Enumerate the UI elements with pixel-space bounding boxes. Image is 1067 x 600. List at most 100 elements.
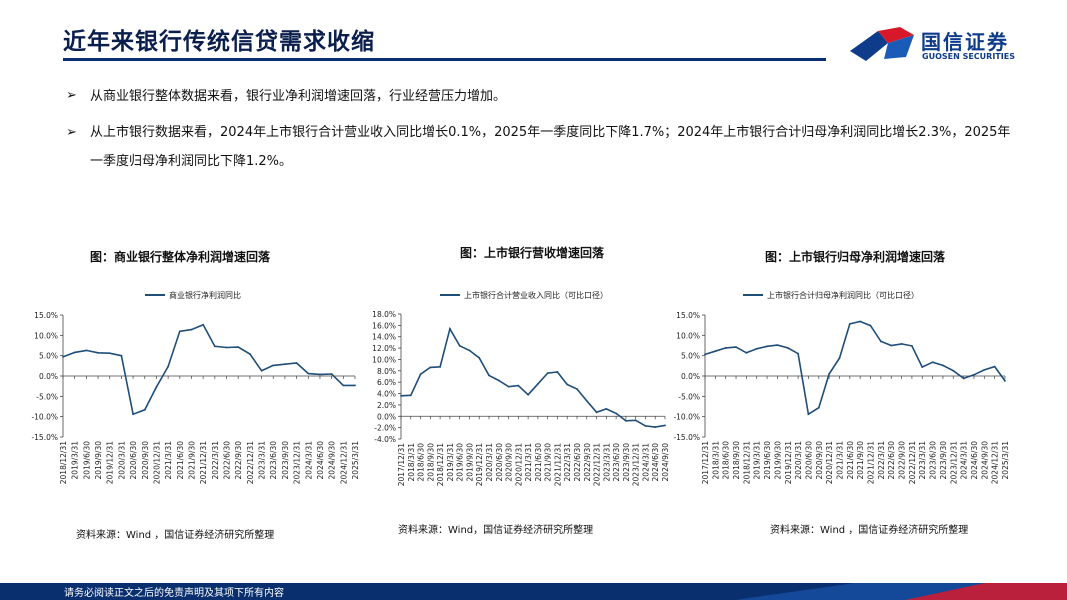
x-tick-label: 2023/3/31 — [258, 441, 267, 480]
data-point — [448, 327, 451, 330]
data-point — [654, 426, 657, 428]
data-point — [766, 345, 768, 348]
data-point — [634, 419, 637, 422]
x-tick-label: 2022/3/31 — [563, 443, 572, 482]
y-tick-label: 10.0% — [676, 331, 700, 340]
x-tick-label: 2022/3/31 — [211, 441, 220, 480]
x-tick-label: 2024/6/30 — [651, 443, 660, 482]
x-tick-label: 2021/12/31 — [867, 441, 876, 484]
x-tick-label: 2018/9/30 — [732, 441, 741, 480]
y-tick-label: 15.0% — [676, 311, 700, 320]
x-tick-label: 2024/12/31 — [339, 441, 348, 484]
data-point — [120, 354, 123, 357]
data-point — [319, 373, 321, 376]
x-tick-label: 2021/9/30 — [187, 441, 196, 480]
data-point — [735, 346, 737, 349]
y-tick-label: -10.0% — [31, 413, 58, 422]
data-point — [900, 342, 903, 345]
x-tick-label: 2019/9/30 — [94, 441, 103, 480]
y-tick-label: 12.0% — [372, 344, 396, 353]
x-tick-label: 2025/3/31 — [351, 441, 360, 480]
x-tick-label: 2022/12/31 — [908, 441, 917, 484]
data-point — [595, 411, 598, 414]
x-tick-label: 2018/12/31 — [742, 441, 751, 484]
data-point — [419, 373, 422, 376]
x-tick-label: 2020/9/30 — [141, 441, 150, 480]
x-tick-label: 2022/12/31 — [246, 441, 255, 484]
data-point — [155, 386, 158, 388]
y-tick-label: -5.0% — [36, 392, 58, 401]
x-tick-label: 2020/3/31 — [117, 441, 126, 480]
data-point — [962, 377, 965, 380]
chart-2-source: 资料来源：Wind，国信证券经济研究所整理 — [398, 525, 594, 536]
y-tick-label: -5.0% — [678, 392, 700, 401]
data-point — [400, 394, 402, 397]
data-point — [85, 349, 88, 352]
y-tick-label: 5.0% — [39, 352, 58, 361]
data-point — [797, 352, 800, 355]
data-point — [869, 324, 872, 327]
x-tick-label: 2023/6/30 — [929, 441, 938, 480]
x-tick-label: 2019/6/30 — [456, 443, 465, 482]
y-tick-label: 5.0% — [681, 352, 700, 361]
x-tick-label: 2018/3/31 — [407, 443, 416, 482]
data-point — [848, 323, 851, 325]
data-point — [546, 372, 549, 374]
data-point — [62, 355, 64, 358]
x-tick-label: 2024/6/30 — [970, 441, 979, 480]
data-point — [97, 351, 99, 354]
data-point — [132, 413, 134, 416]
page-title: 近年来银行传统信贷需求收缩 — [63, 29, 375, 55]
data-point — [342, 384, 345, 387]
x-tick-label: 2020/9/30 — [815, 441, 824, 480]
data-point — [993, 365, 996, 368]
x-tick-label: 2024/9/30 — [980, 441, 989, 480]
y-tick-label: -4.0% — [374, 435, 396, 444]
chart-2-revenue: 上市银行合计营业收入同比（可比口径） -4.0% -2.0% 0.0% 2.0% 4.0%… — [372, 290, 670, 486]
legend-label: 上市银行合计归母净利润同比（可比口径） — [767, 290, 919, 300]
x-tick-label: 2020/6/30 — [129, 441, 138, 480]
data-point — [213, 345, 216, 348]
series-line — [400, 326, 666, 428]
x-tick-label: 2021/12/31 — [553, 443, 562, 486]
x-tick-label: 2023/3/31 — [918, 441, 927, 480]
y-tick-label: 8.0% — [377, 367, 396, 376]
chart-2-title: 图：上市银行营收增速回落 — [460, 246, 605, 260]
y-tick-label: -15.0% — [31, 433, 58, 442]
data-point — [478, 356, 481, 359]
y-tick-label: 0.0% — [681, 372, 700, 381]
chart-3-attributable-profit: 上市银行合计归母净利润同比（可比口径） -15.0% -10.0% -5.0% 0.0%… — [673, 290, 1010, 484]
data-point — [330, 373, 333, 375]
x-tick-label: 2018/3/31 — [711, 441, 720, 480]
x-tick-label: 2021/6/30 — [846, 441, 855, 480]
data-point — [983, 369, 986, 371]
x-tick-label: 2019/6/30 — [82, 441, 91, 480]
company-logo: 国信证券 GUOSEN SECURITIES — [848, 22, 1028, 67]
x-tick-label: 2022/9/30 — [898, 441, 907, 480]
data-point — [576, 388, 578, 390]
x-tick-label: 2019/12/31 — [784, 441, 793, 484]
footer-accent-shape — [735, 583, 1067, 600]
series-line — [704, 320, 1006, 416]
x-tick-label: 2020/12/31 — [514, 443, 523, 486]
x-tick-label: 2019/6/30 — [763, 441, 772, 480]
x-tick-label: 2023/12/31 — [949, 441, 958, 484]
x-tick-label: 2023/6/30 — [612, 443, 621, 482]
data-point — [260, 369, 263, 372]
y-tick-label: 0.0% — [39, 372, 58, 381]
data-point — [615, 412, 618, 415]
data-point — [556, 371, 559, 373]
data-point — [605, 407, 608, 410]
x-tick-label: 2022/12/31 — [593, 443, 602, 486]
x-tick-label: 2024/9/30 — [661, 443, 670, 482]
data-point — [73, 351, 76, 354]
x-tick-label: 2021/12/31 — [199, 441, 208, 484]
data-point — [755, 347, 758, 350]
data-point — [409, 394, 412, 397]
y-tick-label: 0.0% — [377, 412, 396, 421]
chart-1-source: 资料来源：Wind ，国信证券经济研究所整理 — [76, 530, 275, 541]
x-tick-label: 2023/9/30 — [281, 441, 290, 480]
x-tick-label: 2022/6/30 — [573, 443, 582, 482]
legend-label: 商业银行净利润同比 — [169, 290, 241, 300]
y-tick-label: 10.0% — [34, 331, 58, 340]
